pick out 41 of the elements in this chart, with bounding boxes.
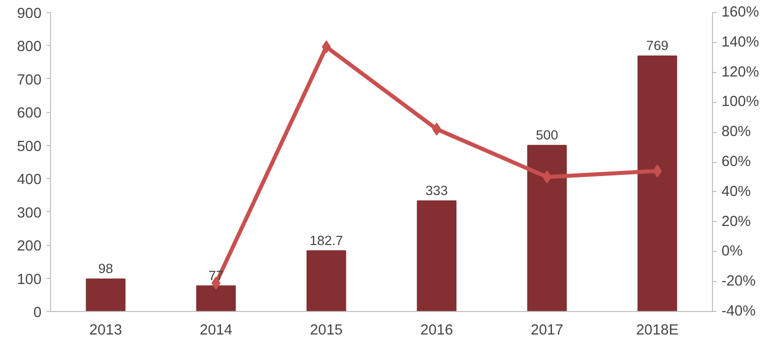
y-tick-label: 900 (17, 6, 42, 22)
y2-tick-label: 140% (722, 34, 759, 50)
x-tick-label: 2016 (420, 322, 453, 338)
bar (306, 250, 346, 312)
x-tick-label: 2018E (636, 322, 679, 338)
point (652, 164, 662, 178)
data-label: 500 (536, 127, 558, 142)
data-label: 769 (646, 38, 668, 54)
y-tick-label: 700 (17, 72, 42, 88)
x-tick-label: 2015 (310, 322, 343, 338)
x-tick-label: 2017 (530, 322, 564, 338)
y2-tick-label: -40% (722, 304, 756, 320)
y2-tick-label: 60% (722, 154, 751, 170)
y-tick-label: 0 (33, 305, 42, 321)
bar (86, 278, 126, 312)
bar (196, 285, 236, 312)
x-tick-label: 2014 (200, 322, 232, 338)
y-tick-label: 200 (17, 238, 42, 255)
point (322, 40, 331, 54)
data-label: 333 (426, 182, 448, 198)
data-label: 98 (98, 260, 114, 276)
y2-tick-label: 120% (722, 64, 759, 80)
y2-tick-label: 80% (722, 124, 751, 140)
y-tick-label: 600 (17, 106, 42, 122)
y-tick-label: 300 (17, 205, 42, 222)
y-tick-label: 400 (17, 172, 42, 188)
y-tick-label: 800 (17, 39, 42, 56)
bar (638, 56, 678, 312)
x-tick-label: 2013 (89, 322, 122, 338)
bar (527, 144, 567, 312)
y2-tick-label: 40% (722, 184, 751, 200)
bar (416, 200, 456, 312)
y2-tick-label: 0% (722, 244, 743, 260)
y-tick-label: 500 (17, 138, 42, 155)
y-tick-label: 100 (17, 272, 42, 288)
data-label: 182.7 (310, 232, 344, 248)
point (432, 122, 442, 136)
y2-tick-label: 20% (722, 214, 751, 230)
y2-tick-label: -20% (722, 274, 756, 290)
y2-tick-label: 160% (722, 4, 759, 20)
y2-tick-label: 100% (722, 94, 759, 110)
